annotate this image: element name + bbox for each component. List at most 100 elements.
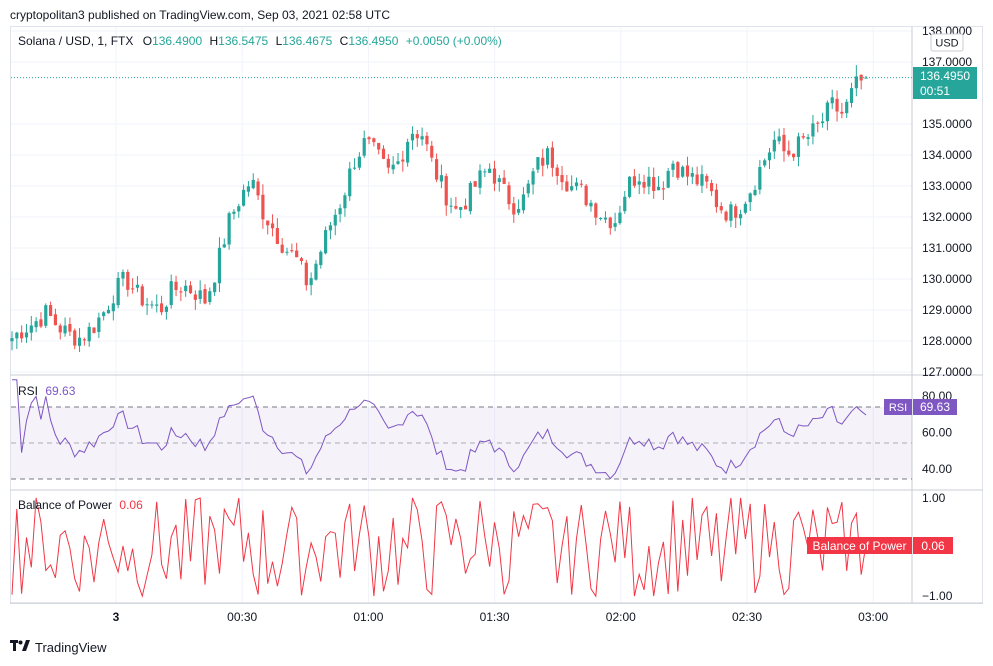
currency-label: USD bbox=[935, 38, 958, 50]
candle-body bbox=[835, 98, 839, 112]
candle-body bbox=[459, 207, 463, 210]
footer-brand[interactable]: TradingView bbox=[10, 640, 107, 655]
candle-body bbox=[642, 181, 646, 188]
candle-body bbox=[174, 281, 178, 291]
symbol-legend[interactable]: Solana / USD, 1, FTX O136.4900 H136.5475… bbox=[18, 34, 502, 48]
candle-body bbox=[362, 138, 366, 156]
price-tick-label: 137.0000 bbox=[922, 55, 972, 69]
grid-lines bbox=[11, 27, 912, 603]
bop-legend[interactable]: Balance of Power 0.06 bbox=[18, 498, 143, 512]
candle-body bbox=[280, 244, 284, 253]
candle-body bbox=[444, 176, 448, 206]
candle-body bbox=[106, 309, 111, 314]
candle-body bbox=[584, 185, 588, 206]
candle-body bbox=[357, 156, 361, 168]
candle-body bbox=[579, 183, 583, 185]
candle-body bbox=[73, 330, 77, 346]
candle-body bbox=[410, 133, 415, 141]
candle-body bbox=[729, 204, 733, 221]
candle-body bbox=[184, 285, 188, 292]
candle-body bbox=[406, 141, 410, 163]
candle-body bbox=[304, 262, 308, 286]
candle-body bbox=[193, 294, 197, 300]
candle-body bbox=[565, 181, 569, 192]
candle-body bbox=[396, 161, 400, 164]
candle-body bbox=[502, 177, 506, 184]
candle-body bbox=[434, 159, 439, 180]
candle-body bbox=[386, 158, 390, 168]
candle-body bbox=[348, 168, 352, 197]
candle-body bbox=[690, 173, 694, 177]
bop-value-tag-label: 0.06 bbox=[921, 539, 945, 553]
rsi-legend[interactable]: RSI 69.63 bbox=[18, 384, 76, 398]
price-tick-label: 127.0000 bbox=[922, 365, 972, 379]
candle-body bbox=[415, 134, 419, 139]
price-tick-label: 130.0000 bbox=[922, 272, 972, 286]
bop-axis-ticks: 1.00 −1.00 bbox=[922, 491, 953, 603]
candle-body bbox=[241, 189, 246, 206]
candle-body bbox=[102, 312, 106, 317]
candle-body bbox=[213, 282, 217, 293]
candle-body bbox=[299, 258, 304, 262]
candle-body bbox=[545, 148, 550, 165]
candle-body bbox=[227, 213, 231, 245]
candle-body bbox=[246, 186, 251, 192]
candle-body bbox=[830, 97, 834, 104]
candle-body bbox=[782, 134, 786, 152]
candle-body bbox=[599, 218, 603, 220]
candle-body bbox=[536, 157, 540, 170]
candle-body bbox=[420, 136, 424, 140]
open-value: 136.4900 bbox=[152, 34, 202, 48]
candle-body bbox=[492, 168, 497, 184]
candle-body bbox=[816, 122, 820, 124]
candle-body bbox=[521, 194, 526, 211]
candle-body bbox=[613, 223, 617, 227]
bop-value-tag bbox=[913, 537, 953, 554]
candle-body bbox=[430, 145, 434, 158]
candle-body bbox=[20, 332, 24, 339]
price-tick-label: 135.0000 bbox=[922, 117, 972, 131]
candle-body bbox=[512, 203, 516, 215]
bop-legend-name: Balance of Power bbox=[18, 498, 112, 512]
candle-body bbox=[710, 183, 714, 192]
candle-body bbox=[806, 137, 810, 139]
low-label: L bbox=[276, 34, 283, 48]
rsi-name-tag-label: RSI bbox=[889, 402, 907, 414]
candle-body bbox=[714, 189, 719, 208]
candle-body bbox=[661, 188, 665, 190]
price-tick-label: 133.0000 bbox=[922, 179, 972, 193]
currency-badge[interactable] bbox=[930, 33, 964, 52]
candle-body bbox=[164, 306, 168, 312]
candle-body bbox=[10, 338, 14, 342]
candle-body bbox=[603, 217, 608, 220]
candle-body bbox=[623, 196, 627, 212]
candle-body bbox=[845, 101, 849, 114]
candle-body bbox=[48, 305, 53, 316]
candle-body bbox=[531, 171, 535, 185]
candle-body bbox=[338, 208, 342, 215]
candle-body bbox=[811, 123, 815, 137]
candle-body bbox=[203, 289, 207, 304]
time-tick-label: 02:00 bbox=[606, 610, 636, 624]
bop-name-tag-label: Balance of Power bbox=[812, 539, 906, 553]
close-value: 136.4950 bbox=[348, 34, 398, 48]
candle-body bbox=[290, 250, 294, 252]
candle-body bbox=[179, 291, 183, 293]
rsi-name-tag bbox=[884, 399, 912, 415]
rsi-value-tag bbox=[913, 399, 957, 415]
candle-body bbox=[792, 153, 796, 158]
candle-body bbox=[864, 77, 868, 79]
candle-body bbox=[719, 206, 723, 211]
candle-body bbox=[97, 317, 101, 332]
candle-body bbox=[381, 148, 386, 159]
candle-body bbox=[676, 162, 680, 178]
rsi-legend-name: RSI bbox=[18, 384, 38, 398]
candle-body bbox=[666, 170, 670, 188]
candle-body bbox=[58, 325, 62, 333]
candle-body bbox=[560, 175, 564, 183]
candle-body bbox=[652, 177, 656, 191]
candle-body bbox=[116, 277, 120, 306]
candle-body bbox=[377, 142, 381, 150]
candle-body bbox=[169, 281, 173, 306]
